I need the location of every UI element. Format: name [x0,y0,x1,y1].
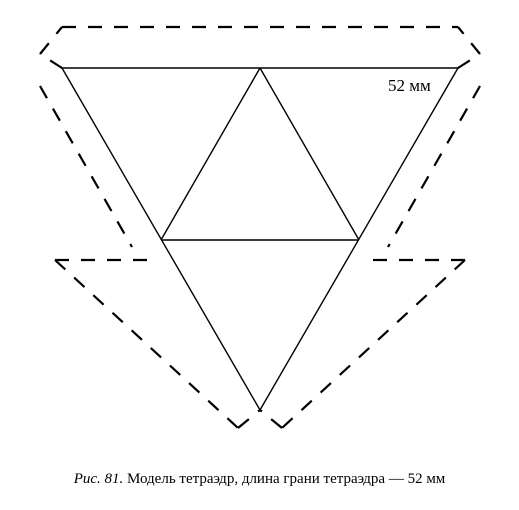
caption-text: Модель тетраэдр, длина грани тетраэдра —… [123,471,445,487]
edge-length-text: 52 мм [388,76,431,95]
figure-caption: Рис. 81. Модель тетраэдр, длина грани те… [0,471,519,488]
tetrahedron-net-diagram [0,0,519,510]
figure-container: 52 мм Рис. 81. Модель тетраэдр, длина гр… [0,0,519,510]
caption-prefix: Рис. 81. [74,471,124,487]
edge-length-label: 52 мм [388,76,431,96]
